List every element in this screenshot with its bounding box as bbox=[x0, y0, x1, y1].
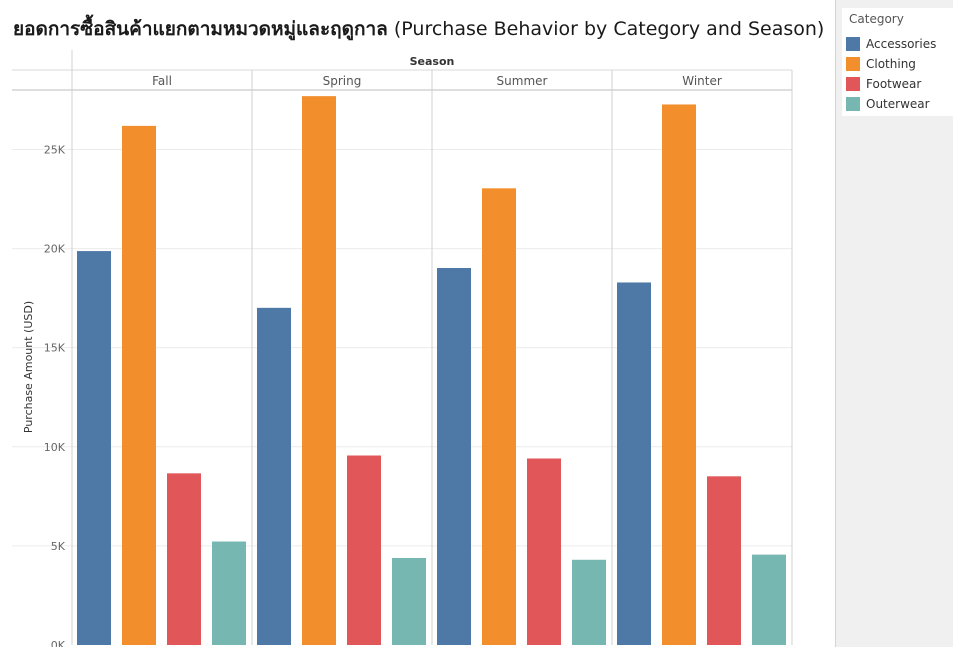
legend-swatch bbox=[846, 97, 860, 111]
chart-title-english: (Purchase Behavior by Category and Seaso… bbox=[393, 18, 825, 40]
legend-box bbox=[842, 8, 953, 116]
season-label-winter: Winter bbox=[682, 74, 722, 88]
legend-swatch bbox=[846, 57, 860, 71]
bar-chart: 0K 5K 10K 15K 20K 25K Purchase Amount (USD) Sea… bbox=[12, 50, 793, 647]
legend-label: Outerwear bbox=[866, 97, 930, 111]
bar-fall-accessories bbox=[77, 251, 111, 646]
y-tick-label: 15K bbox=[44, 342, 66, 355]
legend-item-footwear[interactable]: Footwear bbox=[846, 76, 921, 92]
bar-summer-footwear bbox=[527, 458, 561, 645]
bar-fall-footwear bbox=[167, 473, 201, 645]
legend-label: Footwear bbox=[866, 77, 922, 91]
legend-swatch bbox=[846, 37, 860, 51]
bar-winter-outerwear bbox=[752, 554, 786, 645]
bar-spring-accessories bbox=[257, 307, 291, 645]
bar-summer-clothing bbox=[482, 188, 516, 646]
y-tick-label: 25K bbox=[44, 143, 66, 156]
y-tick-label: 10K bbox=[44, 441, 66, 454]
season-label-spring: Spring bbox=[323, 74, 362, 88]
legend-item-accessories[interactable]: Accessories bbox=[846, 36, 936, 52]
bar-fall-clothing bbox=[122, 125, 156, 646]
chart-title: ยอดการซื้อสินค้าแยกตามหมวดหมู่และฤดูกาล … bbox=[13, 14, 824, 44]
column-header: Season bbox=[410, 55, 455, 68]
legend-title: Category bbox=[849, 12, 904, 26]
bar-spring-clothing bbox=[302, 96, 336, 645]
legend-panel: Category Accessories Clothing Footwear Oute… bbox=[835, 0, 953, 647]
y-tick-label: 20K bbox=[44, 243, 66, 256]
chart-title-thai: ยอดการซื้อสินค้าแยกตามหมวดหมู่และฤดูกาล bbox=[13, 18, 388, 40]
bar-fall-outerwear bbox=[212, 541, 246, 645]
bar-winter-clothing bbox=[662, 104, 696, 645]
legend-label: Accessories bbox=[866, 37, 937, 51]
bar-spring-footwear bbox=[347, 455, 381, 645]
legend-swatch bbox=[846, 77, 860, 91]
legend-label: Clothing bbox=[866, 57, 916, 71]
bar-summer-outerwear bbox=[572, 559, 606, 645]
legend-item-outerwear[interactable]: Outerwear bbox=[846, 96, 930, 112]
season-label-summer: Summer bbox=[497, 74, 548, 88]
y-axis-label: Purchase Amount (USD) bbox=[22, 301, 35, 433]
bar-summer-accessories bbox=[437, 267, 471, 645]
bar-winter-footwear bbox=[707, 476, 741, 645]
season-label-fall: Fall bbox=[152, 74, 172, 88]
y-tick-label: 5K bbox=[51, 540, 66, 553]
y-tick-label: 0K bbox=[51, 639, 66, 647]
bar-winter-accessories bbox=[617, 282, 651, 645]
legend-item-clothing[interactable]: Clothing bbox=[846, 56, 916, 72]
bar-spring-outerwear bbox=[392, 557, 426, 645]
